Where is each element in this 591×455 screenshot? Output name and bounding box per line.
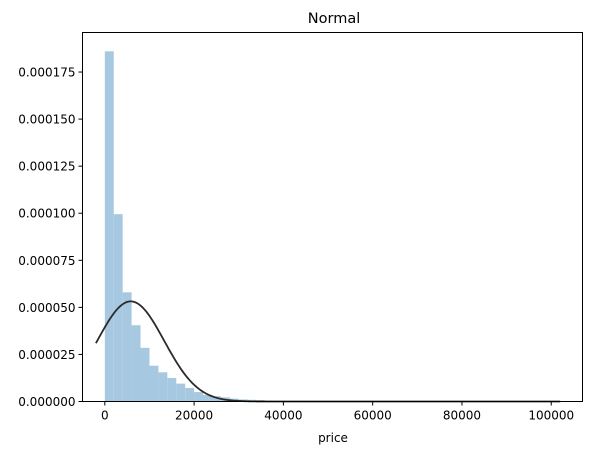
- x-tick-label: 0: [101, 409, 109, 423]
- y-tick-label: 0.000150: [18, 113, 75, 127]
- histogram-bar: [149, 365, 159, 402]
- histogram-bar: [131, 325, 141, 402]
- x-tick-label: 60000: [354, 409, 392, 423]
- y-tick-label: 0.000100: [18, 207, 75, 221]
- histogram-bar: [185, 387, 195, 402]
- histogram-bar: [167, 377, 177, 402]
- histogram-bar: [203, 394, 212, 402]
- x-tick-label: 40000: [264, 409, 302, 423]
- x-tick-label: 80000: [443, 409, 481, 423]
- chart-title: Normal: [308, 11, 360, 27]
- histogram-bar: [211, 396, 221, 402]
- y-axis: 0.000000 0.000025 0.000050 0.000075 0.000100…: [18, 66, 83, 409]
- x-tick-label: 20000: [175, 409, 213, 423]
- histogram-bars: [104, 51, 561, 402]
- y-tick-label: 0.000125: [18, 160, 75, 174]
- histogram-bar: [140, 347, 150, 402]
- y-tick-label: 0.000175: [18, 66, 75, 80]
- x-axis-label: price: [318, 431, 348, 445]
- plot-frame: [82, 32, 583, 402]
- y-tick-label: 0.000050: [18, 301, 75, 315]
- y-tick-label: 0.000000: [18, 395, 75, 409]
- y-tick-label: 0.000075: [18, 254, 75, 268]
- histogram-bar: [176, 383, 186, 402]
- histogram-bar: [122, 292, 132, 402]
- histogram-bar: [104, 51, 114, 402]
- histogram-bar: [194, 392, 204, 402]
- x-tick-label: 100000: [528, 409, 574, 423]
- histogram-bar: [158, 372, 168, 402]
- y-tick-label: 0.000025: [18, 348, 75, 362]
- x-axis: 0 20000 40000 60000 80000 100000: [101, 401, 574, 423]
